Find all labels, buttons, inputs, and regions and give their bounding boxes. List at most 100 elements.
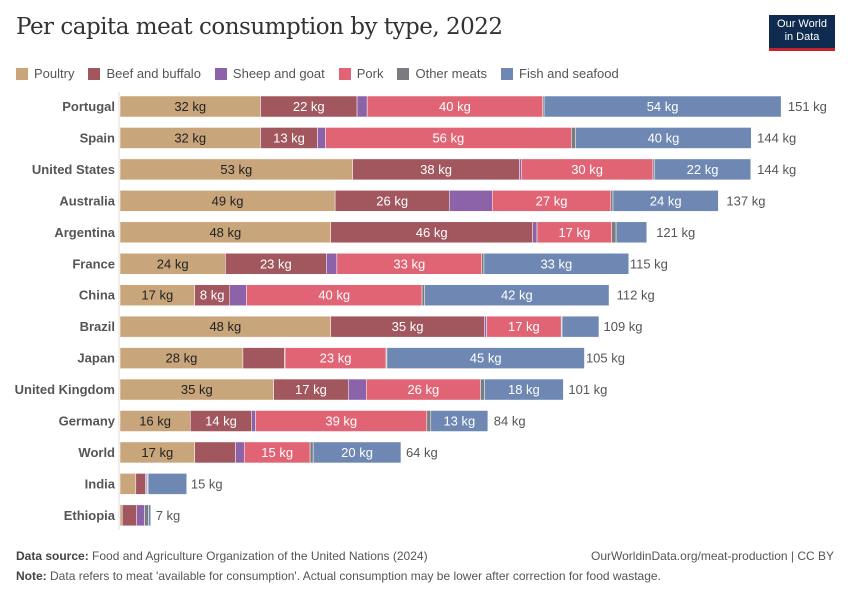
- legend-item[interactable]: Other meats: [397, 66, 487, 81]
- legend-item[interactable]: Poultry: [16, 66, 74, 81]
- legend-swatch: [88, 67, 101, 80]
- category-label: Portugal: [62, 99, 115, 114]
- data-label: 26 kg: [407, 382, 439, 397]
- data-label: 46 kg: [416, 225, 448, 240]
- bar-segment: [426, 410, 432, 432]
- chart-title: Per capita meat consumption by type, 202…: [16, 14, 503, 40]
- logo-line1: Our World: [777, 18, 827, 30]
- total-label: 109 kg: [604, 319, 643, 334]
- data-label: 32 kg: [174, 130, 206, 145]
- legend-label: Pork: [356, 66, 384, 81]
- bar-segment: [148, 504, 151, 527]
- bar-segment: [481, 253, 485, 275]
- legend-item[interactable]: Pork: [338, 66, 384, 81]
- source-text[interactable]: Food and Agriculture Organization of the…: [92, 549, 428, 563]
- total-label: 144 kg: [757, 130, 796, 145]
- data-label: 13 kg: [443, 414, 475, 429]
- data-label: 32 kg: [174, 99, 206, 114]
- data-label: 49 kg: [212, 193, 244, 208]
- bar-segment: [612, 190, 719, 212]
- data-label: 48 kg: [209, 225, 241, 240]
- data-label: 56 kg: [432, 130, 464, 145]
- bar-segment: [147, 473, 187, 495]
- total-label: 151 kg: [788, 99, 827, 114]
- total-label: 121 kg: [656, 225, 695, 240]
- legend-label: Other meats: [415, 66, 487, 81]
- data-label: 24 kg: [650, 193, 682, 208]
- data-label: 17 kg: [508, 319, 540, 334]
- bar-segment: [483, 253, 630, 275]
- data-label: 13 kg: [273, 130, 305, 145]
- legend-label: Beef and buffalo: [106, 66, 201, 81]
- bar-segment: [326, 253, 338, 275]
- data-label: 27 kg: [536, 193, 568, 208]
- total-label: 137 kg: [726, 193, 765, 208]
- category-label: Japan: [77, 351, 115, 366]
- note: Note: Data refers to meat 'available for…: [16, 569, 661, 583]
- bar-segment: [484, 315, 487, 338]
- legend-label: Sheep and goat: [232, 66, 325, 81]
- bar-segment: [480, 378, 485, 401]
- data-label: 40 kg: [439, 99, 471, 114]
- bar-segment: [449, 190, 493, 212]
- data-label: 39 kg: [325, 414, 357, 429]
- legend: Poultry Beef and buffalo Sheep and goat Por…: [16, 66, 619, 81]
- data-label: 16 kg: [139, 414, 171, 429]
- bar-segment: [242, 347, 285, 369]
- legend-item[interactable]: Beef and buffalo: [88, 66, 201, 81]
- bar-segment: [194, 441, 236, 464]
- total-label: 7 kg: [156, 508, 181, 523]
- category-label: Ethiopia: [64, 508, 116, 523]
- data-label: 54 kg: [647, 99, 679, 114]
- data-source: Data source: Food and Agriculture Organi…: [16, 549, 428, 563]
- bar-segment: [421, 284, 425, 306]
- bar-segment: [571, 127, 576, 149]
- legend-item[interactable]: Sheep and goat: [214, 66, 325, 81]
- data-label: 35 kg: [181, 382, 213, 397]
- data-label: 8 kg: [200, 288, 225, 303]
- bar-segment: [312, 441, 402, 464]
- category-label: United States: [32, 162, 115, 177]
- bar-segment: [611, 221, 617, 244]
- total-label: 105 kg: [586, 351, 625, 366]
- bar-segment: [386, 347, 585, 369]
- data-label: 22 kg: [687, 162, 719, 177]
- bar-segment: [615, 221, 648, 244]
- bar-segment: [235, 441, 245, 464]
- bar-segment: [484, 378, 564, 401]
- data-label: 48 kg: [209, 319, 241, 334]
- bar-segment: [121, 504, 137, 527]
- legend-label: Poultry: [34, 66, 75, 81]
- total-label: 112 kg: [617, 288, 655, 303]
- total-label: 101 kg: [568, 382, 607, 397]
- bar-segment: [317, 127, 326, 149]
- bar-segment: [430, 410, 489, 432]
- total-label: 84 kg: [494, 414, 526, 429]
- data-label: 42 kg: [501, 288, 533, 303]
- bar-segment: [119, 473, 137, 495]
- logo-line2: in Data: [784, 31, 820, 43]
- owid-logo[interactable]: Our World in Data: [769, 15, 835, 51]
- legend-item[interactable]: Fish and seafood: [501, 66, 619, 81]
- data-label: 38 kg: [420, 162, 452, 177]
- total-label: 144 kg: [757, 162, 796, 177]
- category-label: France: [72, 256, 115, 271]
- legend-swatch: [214, 67, 227, 80]
- category-label: Brazil: [80, 319, 115, 334]
- data-label: 17 kg: [141, 288, 173, 303]
- bar-segment: [229, 284, 247, 306]
- legend-swatch: [501, 67, 513, 80]
- data-label: 45 kg: [470, 351, 502, 366]
- bar-segment: [532, 221, 538, 244]
- bar-segment: [654, 158, 752, 181]
- source-label: Data source:: [16, 549, 89, 563]
- bar-segment: [561, 315, 600, 338]
- source-url[interactable]: OurWorldinData.org/meat-production | CC …: [591, 549, 834, 563]
- data-label: 40 kg: [318, 288, 350, 303]
- data-label: 26 kg: [376, 193, 408, 208]
- data-label: 14 kg: [205, 414, 237, 429]
- bar-segment: [424, 284, 610, 306]
- data-label: 35 kg: [392, 319, 424, 334]
- data-label: 24 kg: [157, 256, 189, 271]
